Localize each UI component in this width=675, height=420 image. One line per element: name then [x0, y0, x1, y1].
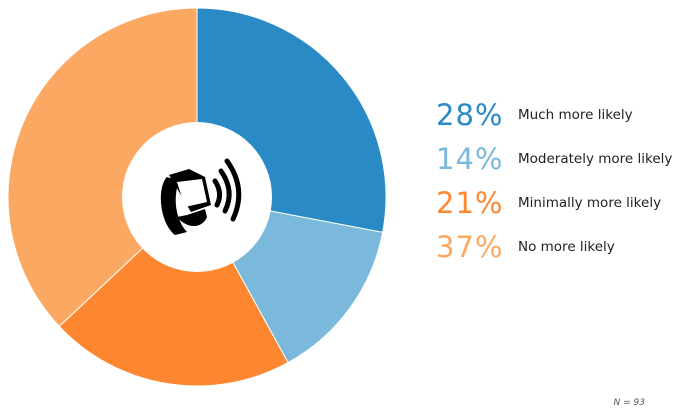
legend-item: 28% Much more likely [436, 93, 675, 137]
smartwatch-signal-icon [160, 158, 242, 235]
legend-label: Minimally more likely [518, 195, 662, 211]
legend-label: Much more likely [518, 107, 633, 123]
legend-percent: 37% [436, 230, 504, 264]
legend-percent: 21% [436, 186, 504, 220]
legend-item: 14% Moderately more likely [436, 137, 675, 181]
legend-label: No more likely [518, 239, 615, 255]
legend-label: Moderately more likely [518, 151, 673, 167]
slice-minimally-more-likely [58, 196, 289, 387]
sample-size-note: N = 93 [613, 398, 645, 408]
legend-percent: 14% [436, 142, 504, 176]
legend-item: 37% No more likely [436, 225, 675, 269]
legend-percent: 28% [436, 98, 504, 132]
slice-no-more-likely [7, 7, 198, 328]
legend-item: 21% Minimally more likely [436, 181, 675, 225]
donut-chart [7, 7, 387, 387]
legend: 28% Much more likely 14% Moderately more li… [436, 93, 675, 269]
